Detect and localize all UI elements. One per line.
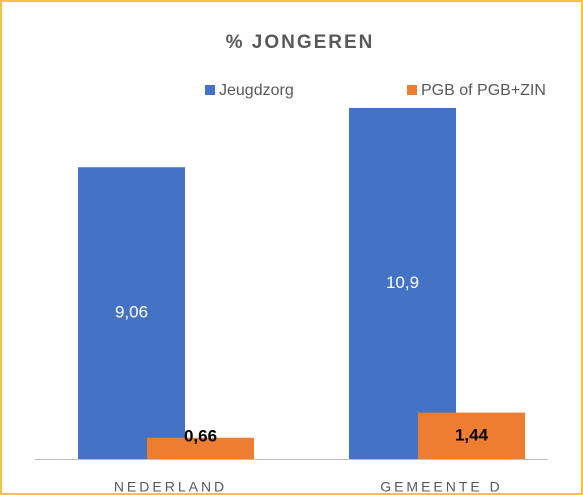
legend-swatch [407, 85, 417, 95]
data-label: 1,44 [455, 425, 489, 444]
data-label: 0,66 [184, 426, 217, 445]
bar [418, 412, 525, 459]
data-label: 9,06 [115, 303, 148, 322]
x-tick-label: GEMEENTE D [380, 479, 503, 495]
legend-label: PGB of PGB+ZIN [421, 82, 546, 99]
legend-label: Jeugdzorg [219, 82, 294, 99]
chart-title: % JONGEREN [226, 32, 375, 53]
bar [349, 108, 456, 459]
legend-swatch [205, 85, 215, 95]
data-label: 10,9 [386, 273, 419, 292]
bar [78, 167, 185, 459]
bar [147, 437, 254, 459]
x-tick-label: NEDERLAND [114, 479, 227, 495]
